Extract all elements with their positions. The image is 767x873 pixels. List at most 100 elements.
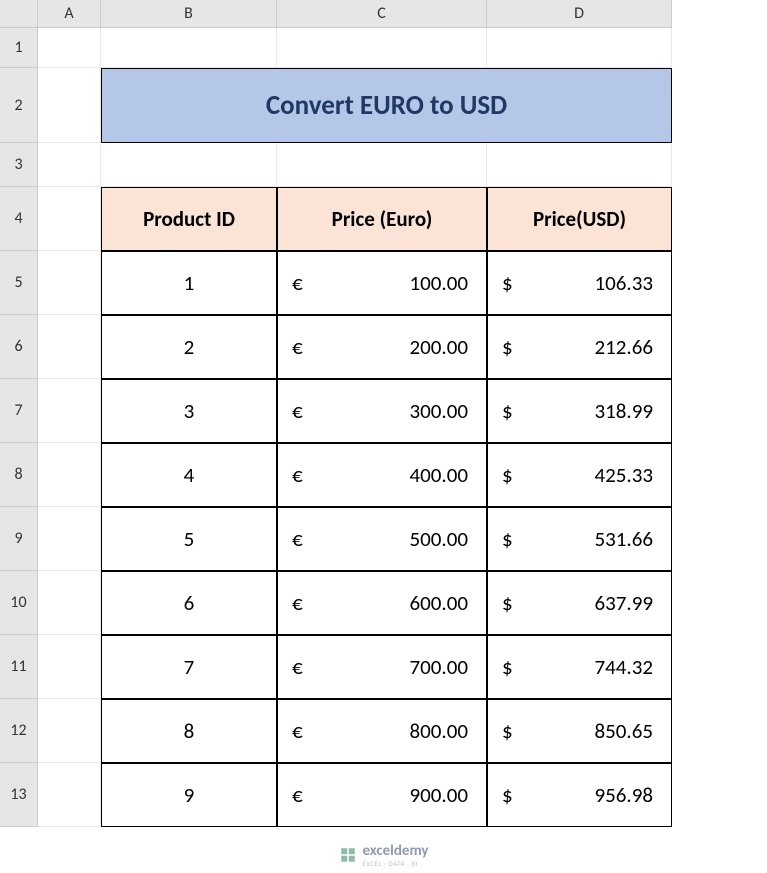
cell-a2[interactable] bbox=[38, 68, 101, 143]
cell-price-usd[interactable]: $318.99 bbox=[487, 379, 672, 443]
euro-value: 800.00 bbox=[409, 718, 468, 744]
usd-symbol: $ bbox=[502, 270, 513, 296]
euro-value: 900.00 bbox=[409, 782, 468, 808]
cell-product-id[interactable]: 1 bbox=[101, 251, 277, 315]
cell-price-usd[interactable]: $637.99 bbox=[487, 571, 672, 635]
euro-symbol: € bbox=[292, 398, 303, 424]
cell-price-usd[interactable]: $212.66 bbox=[487, 315, 672, 379]
cell-d3[interactable] bbox=[487, 143, 672, 187]
euro-symbol: € bbox=[292, 270, 303, 296]
row-header-5[interactable]: 5 bbox=[0, 251, 38, 315]
usd-symbol: $ bbox=[502, 398, 513, 424]
cell-a5[interactable] bbox=[38, 251, 101, 315]
cell-price-euro[interactable]: €900.00 bbox=[277, 763, 487, 827]
row-header-7[interactable]: 7 bbox=[0, 379, 38, 443]
cell-price-usd[interactable]: $744.32 bbox=[487, 635, 672, 699]
cell-a8[interactable] bbox=[38, 443, 101, 507]
row-header-6[interactable]: 6 bbox=[0, 315, 38, 379]
usd-value: 850.65 bbox=[594, 718, 653, 744]
euro-value: 300.00 bbox=[409, 398, 468, 424]
euro-value: 100.00 bbox=[409, 270, 468, 296]
cell-price-usd[interactable]: $850.65 bbox=[487, 699, 672, 763]
cell-a11[interactable] bbox=[38, 635, 101, 699]
euro-symbol: € bbox=[292, 462, 303, 488]
cell-product-id[interactable]: 4 bbox=[101, 443, 277, 507]
usd-symbol: $ bbox=[502, 462, 513, 488]
cell-product-id[interactable]: 2 bbox=[101, 315, 277, 379]
cell-price-euro[interactable]: €300.00 bbox=[277, 379, 487, 443]
col-header-b[interactable]: B bbox=[101, 0, 277, 28]
row-header-13[interactable]: 13 bbox=[0, 763, 38, 827]
cell-price-usd[interactable]: $956.98 bbox=[487, 763, 672, 827]
col-header-c[interactable]: C bbox=[277, 0, 487, 28]
euro-value: 400.00 bbox=[409, 462, 468, 488]
cell-product-id[interactable]: 6 bbox=[101, 571, 277, 635]
watermark-brand: exceldemy bbox=[362, 842, 428, 860]
cell-price-euro[interactable]: €400.00 bbox=[277, 443, 487, 507]
usd-symbol: $ bbox=[502, 718, 513, 744]
cell-product-id[interactable]: 3 bbox=[101, 379, 277, 443]
cell-c3[interactable] bbox=[277, 143, 487, 187]
cell-price-usd[interactable]: $531.66 bbox=[487, 507, 672, 571]
row-header-11[interactable]: 11 bbox=[0, 635, 38, 699]
euro-symbol: € bbox=[292, 334, 303, 360]
select-all-corner[interactable] bbox=[0, 0, 38, 28]
cell-price-euro[interactable]: €700.00 bbox=[277, 635, 487, 699]
table-header-price-usd[interactable]: Price(USD) bbox=[487, 187, 672, 251]
usd-value: 744.32 bbox=[594, 654, 653, 680]
row-header-10[interactable]: 10 bbox=[0, 571, 38, 635]
usd-value: 318.99 bbox=[594, 398, 653, 424]
cell-a4[interactable] bbox=[38, 187, 101, 251]
exceldemy-logo-icon bbox=[338, 846, 356, 864]
euro-value: 500.00 bbox=[409, 526, 468, 552]
cell-d1[interactable] bbox=[487, 28, 672, 68]
row-header-4[interactable]: 4 bbox=[0, 187, 38, 251]
cell-product-id[interactable]: 8 bbox=[101, 699, 277, 763]
usd-symbol: $ bbox=[502, 334, 513, 360]
usd-symbol: $ bbox=[502, 526, 513, 552]
cell-price-euro[interactable]: €500.00 bbox=[277, 507, 487, 571]
table-header-price-euro[interactable]: Price (Euro) bbox=[277, 187, 487, 251]
title-cell[interactable]: Convert EURO to USD bbox=[101, 68, 672, 143]
row-header-8[interactable]: 8 bbox=[0, 443, 38, 507]
row-header-1[interactable]: 1 bbox=[0, 28, 38, 68]
cell-a13[interactable] bbox=[38, 763, 101, 827]
cell-a6[interactable] bbox=[38, 315, 101, 379]
cell-a3[interactable] bbox=[38, 143, 101, 187]
cell-product-id[interactable]: 5 bbox=[101, 507, 277, 571]
cell-product-id[interactable]: 9 bbox=[101, 763, 277, 827]
cell-price-euro[interactable]: €800.00 bbox=[277, 699, 487, 763]
cell-a10[interactable] bbox=[38, 571, 101, 635]
usd-symbol: $ bbox=[502, 590, 513, 616]
col-header-a[interactable]: A bbox=[38, 0, 101, 28]
usd-value: 212.66 bbox=[594, 334, 653, 360]
euro-symbol: € bbox=[292, 782, 303, 808]
cell-a12[interactable] bbox=[38, 699, 101, 763]
cell-price-usd[interactable]: $425.33 bbox=[487, 443, 672, 507]
cell-b3[interactable] bbox=[101, 143, 277, 187]
cell-a1[interactable] bbox=[38, 28, 101, 68]
euro-symbol: € bbox=[292, 718, 303, 744]
cell-a7[interactable] bbox=[38, 379, 101, 443]
cell-price-euro[interactable]: €200.00 bbox=[277, 315, 487, 379]
euro-value: 200.00 bbox=[409, 334, 468, 360]
cell-price-usd[interactable]: $106.33 bbox=[487, 251, 672, 315]
row-header-3[interactable]: 3 bbox=[0, 143, 38, 187]
row-header-9[interactable]: 9 bbox=[0, 507, 38, 571]
cell-a9[interactable] bbox=[38, 507, 101, 571]
cell-product-id[interactable]: 7 bbox=[101, 635, 277, 699]
cell-price-euro[interactable]: €100.00 bbox=[277, 251, 487, 315]
euro-value: 700.00 bbox=[409, 654, 468, 680]
col-header-d[interactable]: D bbox=[487, 0, 672, 28]
usd-value: 106.33 bbox=[594, 270, 653, 296]
row-header-12[interactable]: 12 bbox=[0, 699, 38, 763]
watermark: exceldemy EXCEL · DATA · BI bbox=[338, 842, 428, 867]
row-header-2[interactable]: 2 bbox=[0, 68, 38, 143]
euro-symbol: € bbox=[292, 654, 303, 680]
cell-price-euro[interactable]: €600.00 bbox=[277, 571, 487, 635]
table-header-product-id[interactable]: Product ID bbox=[101, 187, 277, 251]
cell-b1[interactable] bbox=[101, 28, 277, 68]
cell-c1[interactable] bbox=[277, 28, 487, 68]
usd-value: 637.99 bbox=[594, 590, 653, 616]
watermark-tagline: EXCEL · DATA · BI bbox=[362, 860, 428, 867]
